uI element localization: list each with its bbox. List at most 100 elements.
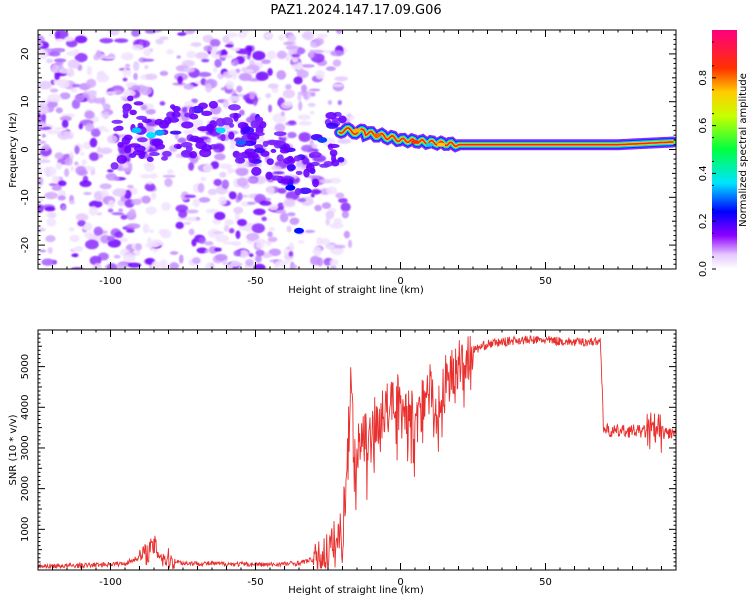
spectrogram-cell <box>197 71 212 78</box>
spectrogram-cell <box>133 61 140 72</box>
spectrogram-cell <box>55 107 63 114</box>
spectrogram-cell <box>89 255 102 266</box>
spectrogram-cell <box>214 153 226 161</box>
spectrogram-cell <box>208 100 218 109</box>
spectrogram-cell <box>54 58 67 63</box>
spectrogram-cell <box>300 84 308 93</box>
spectrogram-cell <box>88 205 98 216</box>
spectrogram-cell <box>90 128 101 137</box>
spectrogram-cell <box>286 225 292 233</box>
spectrogram-cell <box>120 52 134 61</box>
spectrogram-cell <box>221 179 230 190</box>
spectrogram-cell <box>125 229 135 233</box>
spectrogram-cell <box>54 30 61 41</box>
spectrogram-cell <box>253 263 266 269</box>
spectrogram-cell <box>54 71 60 81</box>
snr-xlabel: Height of straight line (km) <box>288 585 424 596</box>
spectrogram-cell <box>107 208 114 213</box>
spectrogram-cell <box>287 34 297 43</box>
spectrogram-cell <box>162 150 172 157</box>
spectrogram-cell <box>264 33 273 38</box>
spectrogram-cell <box>169 251 179 255</box>
spectrogram-cell <box>128 208 136 218</box>
spectrogram-cell <box>38 176 44 186</box>
spectrogram-cell <box>192 198 201 208</box>
spectrogram-cell <box>57 130 71 140</box>
spectrogram-peak <box>373 133 382 138</box>
spectrogram-cell <box>125 81 134 88</box>
spectrogram-cell <box>330 264 337 269</box>
spectrogram-cell <box>243 140 257 147</box>
spectrogram-cell <box>189 135 201 143</box>
spectrogram-cell <box>213 46 218 53</box>
spectrogram-cell <box>64 168 70 177</box>
spectrogram-cell <box>122 77 128 82</box>
spectrogram-cell <box>114 38 129 43</box>
spectrogram-cell <box>84 232 95 239</box>
spectrogram-cell <box>223 225 230 232</box>
spectrogram-cell <box>310 193 315 198</box>
spectrogram-cell <box>213 148 220 153</box>
spectrogram-cell <box>107 169 114 173</box>
spectrogram-cell <box>125 63 131 68</box>
spectrogram-cell <box>285 45 299 50</box>
spectrogram-cell <box>327 100 333 106</box>
spectrogram-cell <box>191 98 198 104</box>
spectrogram-cell <box>68 200 76 205</box>
spectrogram-cell <box>74 161 79 166</box>
snr-ytick-label: 4000 <box>20 395 31 420</box>
spectrogram-cell <box>310 92 316 97</box>
spectrogram-cell <box>289 217 300 226</box>
spectrogram-cell <box>186 50 196 59</box>
spectrogram-cell <box>113 254 121 259</box>
spectrogram-cell <box>337 138 352 144</box>
spectrogram-cell <box>312 178 320 188</box>
spectrogram-cell <box>228 131 235 140</box>
spectrogram-cell <box>192 257 201 264</box>
spectrogram-cell <box>69 234 80 243</box>
spectrogram-cell <box>93 97 104 104</box>
spectrogram-cell <box>204 249 210 253</box>
spectrogram-cell <box>293 155 301 162</box>
snr-xtick-label: 0 <box>397 577 403 588</box>
spectrogram-cell <box>287 212 296 217</box>
spectrogram-cell <box>325 210 335 220</box>
spectrogram-cell <box>295 170 303 175</box>
spectrogram-peak <box>215 127 226 134</box>
spectrogram-cell <box>326 186 338 195</box>
spectrogram-cell <box>297 92 302 102</box>
spectrogram-cell <box>138 151 146 159</box>
spectrogram-cell <box>104 56 115 60</box>
spectrogram-cell <box>188 162 195 171</box>
spectrogram-cell <box>325 111 337 120</box>
spectrogram-cell <box>337 156 345 163</box>
figure-title: PAZ1.2024.147.17.09.G06 <box>270 3 441 18</box>
spectrogram-cell <box>55 162 63 170</box>
spectrogram-cell <box>297 198 307 203</box>
spectrogram-cell <box>45 58 54 64</box>
spectrogram-cell <box>188 228 195 236</box>
spectrogram-cell <box>228 69 237 76</box>
spectrogram-cell <box>73 246 84 252</box>
spectrogram-cell <box>129 109 137 116</box>
spectrogram-cell <box>319 178 333 184</box>
spectrogram-cell <box>311 49 324 54</box>
spectrogram-cell <box>154 143 166 150</box>
spectrogram-ytick-label: 20 <box>20 48 31 61</box>
spectrogram-cell <box>107 134 118 144</box>
spectrogram-cell <box>233 206 244 214</box>
spectrogram-cell <box>70 72 76 77</box>
spectrogram-cell <box>239 109 245 116</box>
spectrogram-cell <box>346 113 352 118</box>
spectrogram-cell <box>265 93 272 99</box>
spectrogram-cell <box>169 262 180 269</box>
spectrogram-cell <box>38 80 52 90</box>
spectrogram-cell <box>145 126 155 134</box>
spectrogram-cell <box>235 152 245 161</box>
spectrogram-cell <box>202 34 214 43</box>
spectrogram-cell <box>51 185 62 191</box>
spectrogram-cell <box>294 166 304 171</box>
spectrogram-cell <box>74 145 80 155</box>
spectrogram-cell <box>146 156 154 163</box>
spectrogram-cell <box>183 221 191 225</box>
